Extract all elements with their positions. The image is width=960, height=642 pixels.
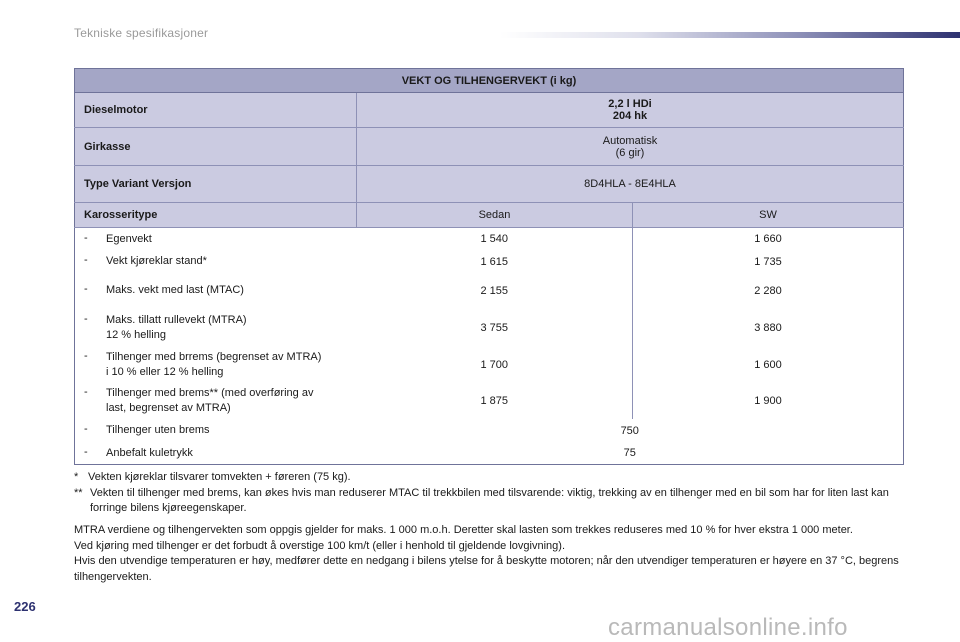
gearbox-row: Girkasse Automatisk (6 gir) — [74, 127, 904, 166]
footnote-1: * Vekten kjøreklar tilsvarer tomvekten +… — [74, 470, 904, 486]
row-value-sw: 2 280 — [632, 272, 904, 309]
gearbox-value-line2: (6 gir) — [615, 146, 645, 159]
row-value-sw: 1 660 — [632, 227, 904, 251]
body-type-row: Karosseritype Sedan SW — [74, 202, 904, 228]
row-value-sw: 1 600 — [632, 346, 904, 383]
row-value-shared: 750 — [356, 418, 904, 443]
engine-value-line1: 2,2 l HDi — [608, 98, 652, 110]
row-label: Vekt kjøreklar stand* — [106, 255, 207, 267]
footnote-2-mark: ** — [74, 486, 83, 499]
body-paragraph-2: Ved kjøring med tilhenger er det forbudt… — [74, 539, 565, 552]
body-type-sedan: Sedan — [356, 202, 633, 228]
row-label-line2: i 10 % eller 12 % helling — [106, 365, 224, 378]
footnote-1-text: Vekten kjøreklar tilsvarer tomvekten + f… — [88, 471, 351, 483]
gearbox-label: Girkasse — [74, 127, 357, 166]
row-value-sedan: 1 615 — [356, 250, 633, 273]
table-title-row: VEKT OG TILHENGERVEKT (i kg) — [74, 68, 904, 93]
row-label-line2: last, begrenset av MTRA) — [106, 401, 231, 414]
page-header-title: Tekniske spesifikasjoner — [74, 26, 209, 40]
table-row: - Tilhenger med brrems (begrenset av MTRA… — [74, 346, 904, 383]
watermark: carmanualsonline.info — [608, 614, 848, 641]
row-value-sw: 3 880 — [632, 308, 904, 347]
page-number: 226 — [14, 599, 36, 614]
table-row: - Tilhenger med brems** (med overføring a… — [74, 382, 904, 419]
row-label: Anbefalt kuletrykk — [106, 446, 193, 459]
row-value-sw: 1 900 — [632, 382, 904, 419]
engine-value: 2,2 l HDi 204 hk — [356, 92, 904, 128]
table-row: - Egenvekt 1 540 1 660 — [74, 227, 904, 251]
weight-spec-table: VEKT OG TILHENGERVEKT (i kg) Dieselmotor… — [74, 68, 904, 465]
footnotes: * Vekten kjøreklar tilsvarer tomvekten +… — [74, 470, 904, 517]
gearbox-value-line1: Automatisk — [602, 134, 658, 147]
footnote-2-text: Vekten til tilhenger med brems, kan økes… — [90, 486, 889, 515]
footnote-2: ** Vekten til tilhenger med brems, kan ø… — [74, 486, 904, 517]
table-row: - Maks. vekt med last (MTAC) 2 155 2 280 — [74, 272, 904, 309]
row-value-sedan: 3 755 — [356, 308, 633, 347]
row-dash: - — [84, 283, 88, 295]
body-type-sw: SW — [632, 202, 904, 228]
table-row: - Tilhenger uten brems 750 — [74, 418, 904, 443]
row-dash: - — [84, 385, 88, 398]
gearbox-value: Automatisk (6 gir) — [356, 127, 904, 166]
body-text: MTRA verdiene og tilhengervekten som opp… — [74, 523, 904, 585]
row-dash: - — [84, 349, 88, 362]
type-label: Type Variant Versjon — [74, 165, 357, 203]
row-dash: - — [84, 445, 88, 458]
type-value: 8D4HLA - 8E4HLA — [356, 165, 904, 203]
row-value-sedan: 1 875 — [356, 382, 633, 419]
row-value-sedan: 2 155 — [356, 272, 633, 309]
row-value-sw: 1 735 — [632, 250, 904, 273]
engine-value-line2: 204 hk — [612, 110, 648, 122]
row-value-sedan: 1 540 — [356, 227, 633, 251]
row-dash: - — [84, 312, 88, 325]
table-title: VEKT OG TILHENGERVEKT (i kg) — [74, 68, 904, 93]
table-row: - Vekt kjøreklar stand* 1 615 1 735 — [74, 250, 904, 273]
row-value-sedan: 1 700 — [356, 346, 633, 383]
row-label-line2: 12 % helling — [106, 328, 166, 341]
type-row: Type Variant Versjon 8D4HLA - 8E4HLA — [74, 165, 904, 203]
body-type-label: Karosseritype — [74, 202, 357, 228]
row-dash: - — [84, 231, 88, 244]
row-dash: - — [84, 423, 88, 435]
row-label-line1: Tilhenger med brems** (med overføring av — [106, 386, 314, 399]
table-row: - Anbefalt kuletrykk 75 — [74, 442, 904, 465]
header-gradient-bar — [500, 32, 960, 38]
row-label-line1: Maks. tillatt rullevekt (MTRA) — [106, 313, 247, 326]
table-row: - Maks. tillatt rullevekt (MTRA) 12 % hell… — [74, 308, 904, 347]
row-label-line1: Tilhenger med brrems (begrenset av MTRA) — [106, 350, 322, 363]
engine-row: Dieselmotor 2,2 l HDi 204 hk — [74, 92, 904, 128]
row-dash: - — [84, 254, 88, 266]
row-label: Egenvekt — [106, 232, 152, 245]
body-paragraph-1: MTRA verdiene og tilhengervekten som opp… — [74, 524, 853, 536]
footnote-1-mark: * — [74, 471, 79, 483]
row-label: Maks. vekt med last (MTAC) — [106, 284, 244, 296]
body-paragraph-3: Hvis den utvendige temperaturen er høy, … — [74, 555, 899, 583]
engine-label: Dieselmotor — [74, 92, 357, 128]
row-label: Tilhenger uten brems — [106, 424, 210, 436]
row-value-shared: 75 — [356, 442, 904, 465]
